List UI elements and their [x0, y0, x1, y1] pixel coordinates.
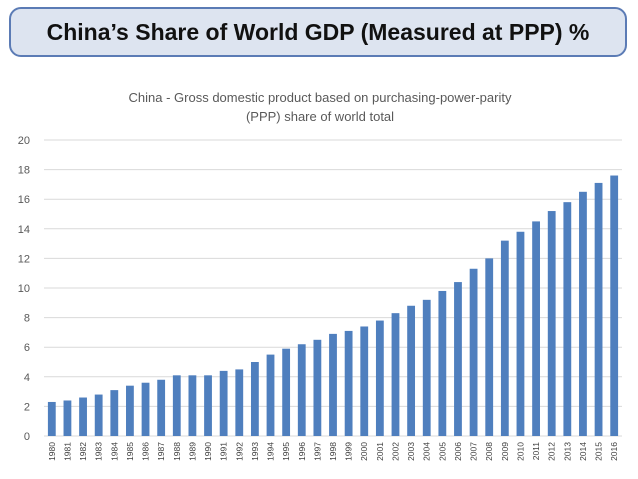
y-tick-label: 4 [24, 372, 30, 384]
chart-title-line-1: China - Gross domestic product based on … [129, 90, 512, 105]
bar-1994 [266, 354, 275, 436]
x-tick-label: 1984 [109, 442, 119, 461]
y-tick-label: 12 [18, 253, 30, 265]
bar-2013 [563, 202, 572, 436]
x-axis-ticks: 1980 1981 1982 1983 1984 1985 1986 1987 1988 1989… [47, 442, 619, 461]
x-tick-label: 2016 [609, 442, 619, 461]
y-tick-label: 16 [18, 194, 30, 206]
bar-2003 [407, 305, 416, 436]
x-tick-label: 1982 [78, 442, 88, 461]
x-tick-label: 2004 [422, 442, 432, 461]
x-tick-label: 2006 [453, 442, 463, 461]
x-tick-label: 1985 [125, 442, 135, 461]
bar-2014 [579, 191, 587, 436]
x-tick-label: 2002 [390, 442, 400, 461]
x-tick-label: 2011 [531, 442, 541, 461]
chart-title-line-2: (PPP) share of world total [246, 109, 394, 124]
bar-1995 [282, 348, 291, 436]
bar-1981 [63, 400, 72, 436]
bar-2009 [500, 240, 509, 436]
x-tick-label: 1987 [156, 442, 166, 461]
x-tick-label: 1991 [219, 442, 229, 461]
x-tick-label: 2009 [500, 442, 510, 461]
x-tick-label: 1995 [281, 442, 291, 461]
bar-2002 [391, 313, 400, 436]
y-tick-label: 0 [24, 431, 30, 443]
bar-2000 [360, 326, 369, 436]
x-tick-label: 2013 [562, 442, 572, 461]
bar-1999 [344, 330, 353, 436]
x-tick-label: 1980 [47, 442, 57, 461]
bar-2015 [594, 182, 603, 436]
bars [47, 175, 619, 436]
x-tick-label: 1994 [266, 442, 276, 461]
bar-2001 [375, 320, 384, 436]
slide-title-box: China’s Share of World GDP (Measured at … [9, 7, 627, 57]
y-tick-label: 14 [18, 224, 30, 236]
bar-1987 [157, 379, 166, 436]
x-tick-label: 1996 [297, 442, 307, 461]
x-tick-label: 2003 [406, 442, 416, 461]
bar-1983 [94, 394, 103, 436]
bar-1984 [110, 390, 119, 436]
y-tick-label: 6 [24, 342, 30, 354]
bar-1982 [79, 397, 87, 436]
x-tick-label: 1992 [234, 442, 244, 461]
bar-1996 [297, 344, 306, 436]
bar-1986 [141, 382, 150, 436]
bar-1989 [188, 375, 197, 436]
x-tick-label: 1993 [250, 442, 260, 461]
bar-1988 [172, 375, 181, 436]
x-tick-label: 2012 [547, 442, 557, 461]
x-tick-label: 1983 [94, 442, 104, 461]
x-tick-label: 2005 [437, 442, 447, 461]
x-tick-label: 1986 [141, 442, 151, 461]
x-tick-label: 1999 [344, 442, 354, 461]
x-tick-label: 1990 [203, 442, 213, 461]
y-tick-label: 10 [18, 283, 30, 295]
y-tick-label: 8 [24, 313, 30, 325]
bar-1991 [219, 370, 228, 436]
x-tick-label: 2010 [515, 442, 525, 461]
slide-title: China’s Share of World GDP (Measured at … [46, 18, 590, 45]
y-tick-label: 20 [18, 135, 30, 147]
bar-2007 [469, 268, 478, 436]
y-tick-label: 2 [24, 401, 30, 413]
x-tick-label: 2008 [484, 442, 494, 461]
x-tick-label: 2014 [578, 442, 588, 461]
x-tick-label: 2007 [469, 442, 479, 461]
bar-2004 [422, 299, 431, 436]
x-tick-label: 1998 [328, 442, 338, 461]
bar-2008 [485, 258, 494, 436]
gridlines [44, 139, 622, 437]
x-tick-label: 1997 [312, 442, 322, 461]
bar-1998 [329, 333, 337, 436]
x-tick-label: 2015 [594, 442, 604, 461]
bar-2006 [454, 282, 462, 436]
bar-2012 [547, 211, 556, 436]
x-tick-label: 1988 [172, 442, 182, 461]
bar-1985 [126, 385, 134, 436]
bar-1992 [235, 369, 244, 436]
bar-1990 [204, 375, 212, 436]
bar-2005 [438, 290, 447, 436]
x-tick-label: 2000 [359, 442, 369, 461]
bar-1980 [47, 401, 56, 436]
x-tick-label: 1989 [187, 442, 197, 461]
bar-1993 [250, 362, 259, 436]
x-tick-label: 2001 [375, 442, 385, 461]
x-tick-label: 1981 [62, 442, 72, 461]
bar-2016 [610, 175, 619, 436]
y-axis-ticks: 0 2 4 6 8 10 12 14 16 18 20 [18, 135, 30, 443]
bar-2010 [516, 231, 525, 436]
y-tick-label: 18 [18, 165, 30, 177]
bar-1997 [313, 339, 322, 436]
bar-2011 [532, 221, 540, 436]
